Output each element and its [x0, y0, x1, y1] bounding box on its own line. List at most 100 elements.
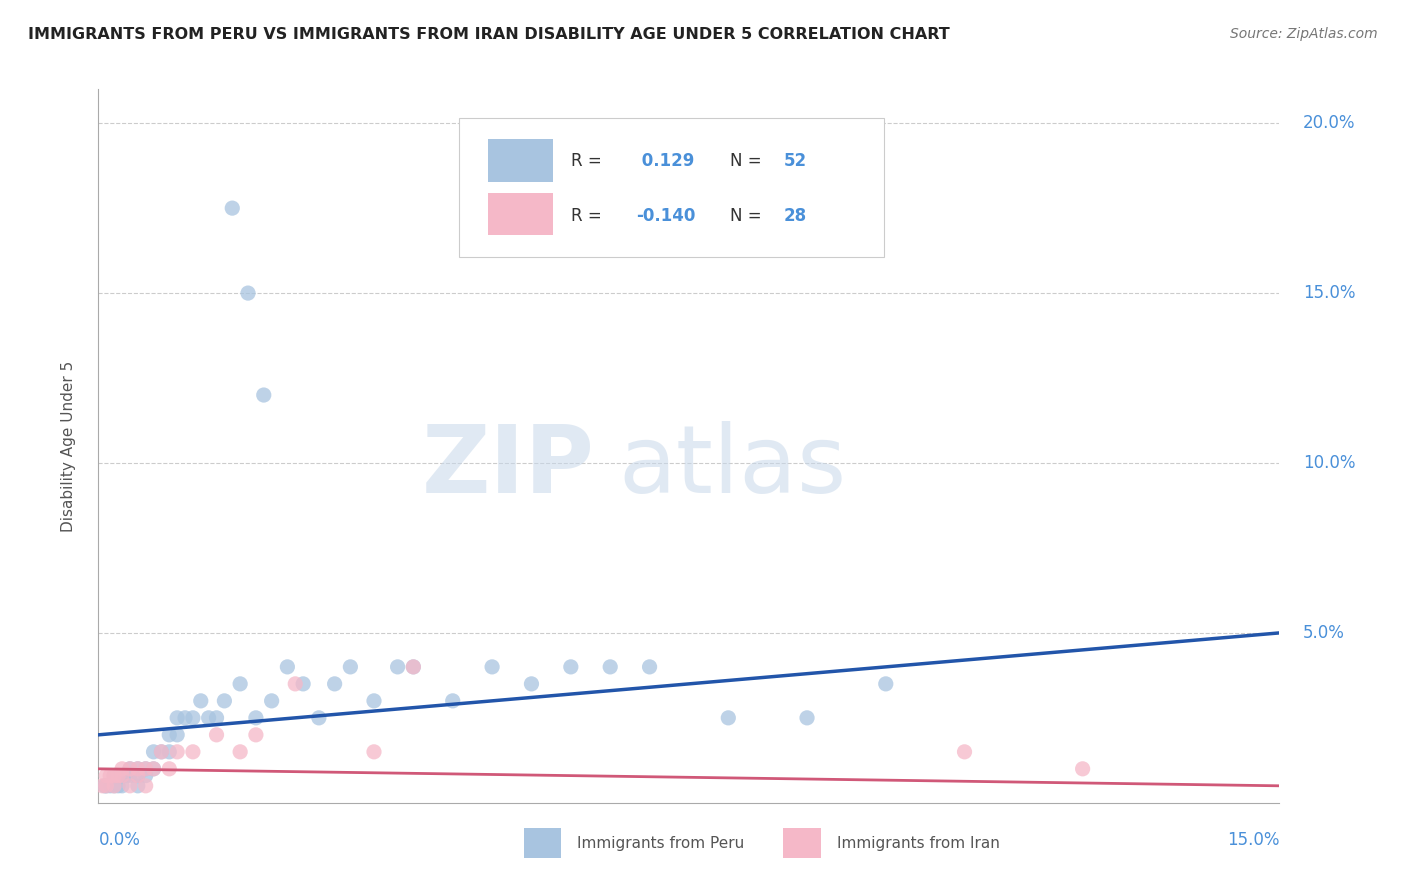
Text: -0.140: -0.140 [636, 207, 695, 225]
Point [111, 769, 134, 783]
Point [127, 769, 149, 783]
Point [135, 779, 157, 793]
Text: ZIP: ZIP [422, 421, 595, 514]
Point [127, 762, 149, 776]
Point [150, 745, 173, 759]
Point [150, 745, 173, 759]
Point [197, 711, 219, 725]
Point [953, 745, 976, 759]
Point [229, 677, 252, 691]
Text: N =: N = [730, 152, 768, 169]
Point [118, 769, 141, 783]
Text: R =: R = [571, 207, 607, 225]
Text: atlas: atlas [619, 421, 846, 514]
Point [96, 779, 118, 793]
Text: 28: 28 [783, 207, 807, 225]
Point [339, 660, 361, 674]
Point [142, 762, 165, 776]
Point [157, 728, 180, 742]
Point [481, 660, 503, 674]
Point [142, 745, 165, 759]
Point [118, 762, 141, 776]
Point [181, 745, 204, 759]
Point [127, 779, 149, 793]
Point [98, 779, 121, 793]
Point [98, 769, 121, 783]
Text: Source: ZipAtlas.com: Source: ZipAtlas.com [1230, 27, 1378, 41]
Point [323, 677, 346, 691]
Point [103, 769, 125, 783]
Point [253, 388, 276, 402]
Text: 52: 52 [783, 152, 807, 169]
Point [796, 711, 818, 725]
Point [260, 694, 283, 708]
Text: N =: N = [730, 207, 768, 225]
Point [560, 660, 582, 674]
Point [103, 779, 125, 793]
Point [166, 728, 188, 742]
Point [166, 745, 188, 759]
Point [363, 694, 385, 708]
Point [875, 677, 897, 691]
Point [229, 745, 252, 759]
Point [245, 711, 267, 725]
Point [96, 769, 118, 783]
Point [284, 677, 307, 691]
Point [638, 660, 661, 674]
FancyBboxPatch shape [523, 829, 561, 858]
Text: R =: R = [571, 152, 607, 169]
Point [111, 769, 134, 783]
Point [363, 745, 385, 759]
Point [520, 677, 543, 691]
Point [103, 779, 125, 793]
Point [118, 779, 141, 793]
Point [441, 694, 464, 708]
Point [387, 660, 409, 674]
Point [157, 762, 180, 776]
Point [1071, 762, 1094, 776]
FancyBboxPatch shape [783, 829, 821, 858]
Text: 10.0%: 10.0% [1303, 454, 1355, 472]
Point [111, 762, 134, 776]
Text: 0.129: 0.129 [636, 152, 695, 169]
Point [599, 660, 621, 674]
Point [221, 201, 243, 215]
Point [166, 711, 188, 725]
Point [205, 728, 228, 742]
Point [142, 762, 165, 776]
Point [157, 745, 180, 759]
Point [308, 711, 330, 725]
Point [174, 711, 197, 725]
Point [276, 660, 298, 674]
FancyBboxPatch shape [488, 139, 553, 182]
Text: 5.0%: 5.0% [1303, 624, 1346, 642]
Point [107, 779, 129, 793]
Point [93, 779, 115, 793]
Point [245, 728, 267, 742]
Point [115, 769, 138, 783]
Point [135, 762, 157, 776]
FancyBboxPatch shape [458, 118, 884, 257]
Text: IMMIGRANTS FROM PERU VS IMMIGRANTS FROM IRAN DISABILITY AGE UNDER 5 CORRELATION : IMMIGRANTS FROM PERU VS IMMIGRANTS FROM … [28, 27, 950, 42]
Point [118, 762, 141, 776]
Text: Immigrants from Peru: Immigrants from Peru [576, 836, 744, 851]
FancyBboxPatch shape [488, 193, 553, 235]
Point [135, 762, 157, 776]
Point [107, 769, 129, 783]
Text: Immigrants from Iran: Immigrants from Iran [837, 836, 1000, 851]
Text: 0.0%: 0.0% [98, 831, 141, 849]
Point [127, 762, 149, 776]
Point [190, 694, 212, 708]
Point [402, 660, 425, 674]
Point [135, 769, 157, 783]
Point [103, 769, 125, 783]
Point [717, 711, 740, 725]
Point [292, 677, 315, 691]
Point [205, 711, 228, 725]
Point [214, 694, 236, 708]
Point [236, 286, 259, 301]
Point [181, 711, 204, 725]
Text: 15.0%: 15.0% [1227, 831, 1279, 849]
Point [111, 779, 134, 793]
Point [91, 779, 114, 793]
